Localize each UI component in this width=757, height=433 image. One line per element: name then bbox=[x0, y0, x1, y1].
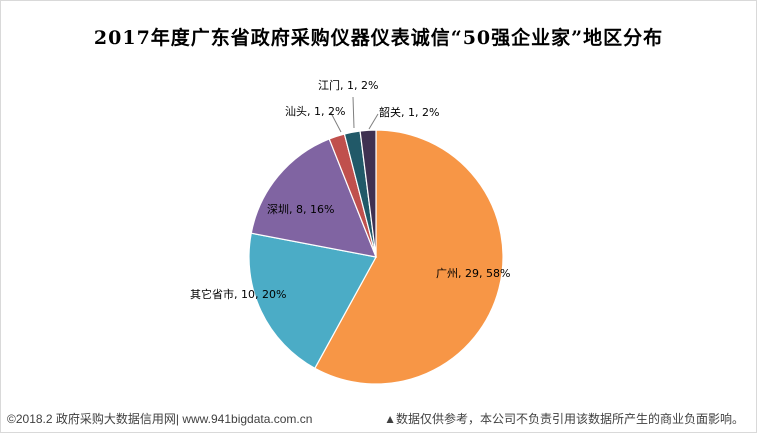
slice-label-5: 韶关, 1, 2% bbox=[379, 105, 439, 119]
slice-label-1: 其它省市, 10, 20% bbox=[190, 287, 286, 301]
slice-label-4: 江门, 1, 2% bbox=[318, 78, 378, 92]
slice-label-2: 深圳, 8, 16% bbox=[267, 203, 334, 216]
leader-line-5 bbox=[368, 113, 379, 130]
footer-disclaimer: ▲数据仅供参考，本公司不负责引用该数据所产生的商业负面影响。 bbox=[384, 412, 744, 426]
pie-slice-5 bbox=[359, 129, 377, 258]
footer-copyright: ©2018.2 政府采购大数据信用网| www.941bigdata.com.c… bbox=[7, 412, 313, 426]
pie-slice-0 bbox=[314, 129, 504, 385]
chart-title: 2017年度广东省政府采购仪器仪表诚信“50强企业家”地区分布 bbox=[93, 27, 664, 49]
pie-slice-2 bbox=[250, 138, 377, 258]
slice-label-3: 汕头, 1, 2% bbox=[285, 105, 345, 118]
leader-line-3 bbox=[330, 112, 342, 133]
pie-slice-1 bbox=[248, 232, 377, 370]
leader-line-4 bbox=[352, 96, 355, 129]
slice-label-0: 广州, 29, 58% bbox=[436, 267, 510, 280]
